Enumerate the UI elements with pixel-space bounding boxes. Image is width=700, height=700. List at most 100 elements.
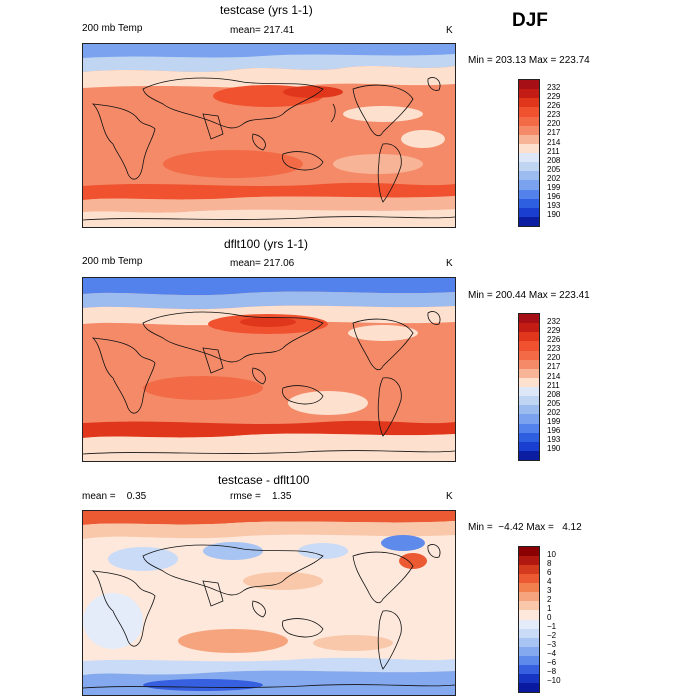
- panel-2-colorbar-label: 190: [547, 444, 561, 453]
- panel-2-coastlines: [83, 311, 455, 455]
- panel-3-cold-patch-d: [381, 535, 425, 551]
- panel-1-pacific-patch: [343, 106, 423, 122]
- panel-3-colorbar-label: 10: [547, 550, 556, 559]
- panel-3-colorbar-label: 6: [547, 568, 552, 577]
- panel-3-south-pole-min: [143, 679, 263, 691]
- panel-1-colorbar-label: 232: [547, 83, 561, 92]
- panel-1-colorbar-label: 229: [547, 92, 561, 101]
- panel-3-cold-patch-b: [203, 542, 263, 560]
- panel-3-colorbar-label: 4: [547, 577, 552, 586]
- panel-1-colorbar-label: 214: [547, 138, 561, 147]
- panel-3-title: testcase - dflt100: [218, 473, 310, 487]
- panel-1-colorbar-label: 217: [547, 128, 561, 137]
- panel-3-colorbar-label: −3: [547, 640, 557, 649]
- panel-2-mean-label: mean= 217.06: [230, 258, 295, 269]
- panel-2-pacific-patch: [348, 325, 418, 341]
- panel-3-coastlines: [83, 544, 455, 689]
- panel-1-east-pacific-patch: [333, 154, 423, 174]
- panel-3-map: [82, 510, 456, 696]
- panel-3-colorbar-label: 8: [547, 559, 552, 568]
- panel-1-colorbar-label: 190: [547, 210, 561, 219]
- panel-2-colorbar-label: 229: [547, 326, 561, 335]
- panel-1-colorbar-label: 193: [547, 201, 561, 210]
- panel-2-colorbar-label: 223: [547, 344, 561, 353]
- panel-3-mean-label: mean = 0.35: [82, 491, 147, 502]
- panel-1-jet-core: [283, 86, 343, 98]
- panel-1-colorbar-label: 220: [547, 119, 561, 128]
- panel-3-cold-patch-a: [108, 547, 178, 571]
- panel-2-colorbar-label: 202: [547, 408, 561, 417]
- panel-3-south-cold-band: [83, 657, 455, 675]
- panel-3-colorbar: [518, 546, 540, 693]
- panel-1-colorbar-label: 226: [547, 101, 561, 110]
- panel-2-east-pacific-patch: [288, 391, 368, 415]
- panel-3-south-pole-band: [83, 670, 455, 695]
- panel-3-north-warm-band: [83, 511, 455, 525]
- panel-2-colorbar-label: 205: [547, 399, 561, 408]
- panel-2-tropical-warm: [143, 376, 263, 400]
- panel-3-map-svg: [83, 511, 455, 695]
- panel-3-rmse-label: rmse = 1.35: [230, 491, 292, 502]
- panel-1-colorbar-label: 211: [547, 147, 560, 156]
- panel-2-map-svg: [83, 278, 455, 461]
- panel-1-tropical-warm: [163, 150, 303, 178]
- panel-1-colorbar-label: 199: [547, 183, 561, 192]
- panel-2-colorbar-label: 208: [547, 390, 561, 399]
- panel-2-south-pole-band: [83, 433, 455, 461]
- panel-3-north-transition-band: [83, 521, 455, 539]
- panel-3-warm-patch-southeast: [313, 635, 393, 651]
- panel-1-mean-label: mean= 217.41: [230, 25, 295, 36]
- panel-2-colorbar-label: 220: [547, 353, 561, 362]
- panel-1-atlantic-patch: [401, 130, 445, 148]
- panel-1-colorbar-label: 205: [547, 165, 561, 174]
- panel-3-colorbar-label: 1: [547, 604, 552, 613]
- panel-1-north-coldest-band: [83, 44, 455, 58]
- panel-3-colorbar-label: −10: [547, 676, 561, 685]
- panel-2-colorbar-label: 211: [547, 381, 560, 390]
- panel-3-colorbar-label: −1: [547, 622, 557, 631]
- panel-1-colorbar: [518, 79, 540, 227]
- panel-2-colorbar-label: 193: [547, 435, 561, 444]
- panel-1-map-svg: [83, 44, 455, 227]
- panel-1-south-pole-band: [83, 209, 455, 227]
- panel-3-cold-patch-west: [83, 593, 143, 649]
- panel-1-minmax-stats: Min = 203.13 Max = 223.74: [468, 55, 590, 66]
- panel-1-north-transition-band: [83, 66, 455, 88]
- panel-3-colorbar-label: −6: [547, 658, 557, 667]
- panel-1-colorbar-label: 223: [547, 110, 561, 119]
- panel-2-colorbar: [518, 313, 540, 461]
- panel-1-units-label: K: [446, 25, 453, 36]
- panel-2-north-cold-band: [83, 291, 455, 310]
- panel-1-colorbar-label: 196: [547, 192, 561, 201]
- panel-2-colorbar-label: 232: [547, 317, 561, 326]
- panel-1-map: [82, 43, 456, 228]
- panel-2-colorbar-label: 199: [547, 417, 561, 426]
- panel-2-colorbar-label: 217: [547, 362, 561, 371]
- panel-2-map: [82, 277, 456, 462]
- panel-2-minmax-stats: Min = 200.44 Max = 223.41: [468, 290, 590, 301]
- panel-3-minmax-stats: Min = −4.42 Max = 4.12: [468, 522, 582, 533]
- panel-3-warm-patch-south: [178, 629, 288, 653]
- panel-1-colorbar-label: 208: [547, 156, 561, 165]
- panel-3-units-label: K: [446, 491, 453, 502]
- season-label: DJF: [512, 10, 548, 31]
- panel-2-title: dflt100 (yrs 1-1): [224, 237, 309, 251]
- panel-2-colorbar-label: 226: [547, 335, 561, 344]
- panel-3-colorbar-label: −2: [547, 631, 557, 640]
- panel-2-variable-label: 200 mb Temp: [82, 256, 143, 267]
- panel-3-colorbar-label: −4: [547, 649, 557, 658]
- panel-1-coastlines: [83, 77, 455, 221]
- panel-1-south-warm-band: [83, 182, 455, 200]
- panel-3-colorbar-label: 2: [547, 595, 552, 604]
- panel-1-south-transition-band: [83, 196, 455, 213]
- panel-2-south-warm-band: [83, 420, 455, 438]
- panel-1-variable-label: 200 mb Temp: [82, 23, 143, 34]
- panel-2-colorbar-label: 214: [547, 372, 561, 381]
- panel-3-colorbar-label: 0: [547, 613, 552, 622]
- panel-2-units-label: K: [446, 258, 453, 269]
- panel-3-warm-patch-atlantic: [399, 553, 427, 569]
- panel-1-title: testcase (yrs 1-1): [220, 3, 313, 17]
- panel-2-north-coldest-band: [83, 278, 455, 296]
- panel-3-cold-patch-c: [298, 543, 348, 559]
- panel-3-colorbar-label: 3: [547, 586, 552, 595]
